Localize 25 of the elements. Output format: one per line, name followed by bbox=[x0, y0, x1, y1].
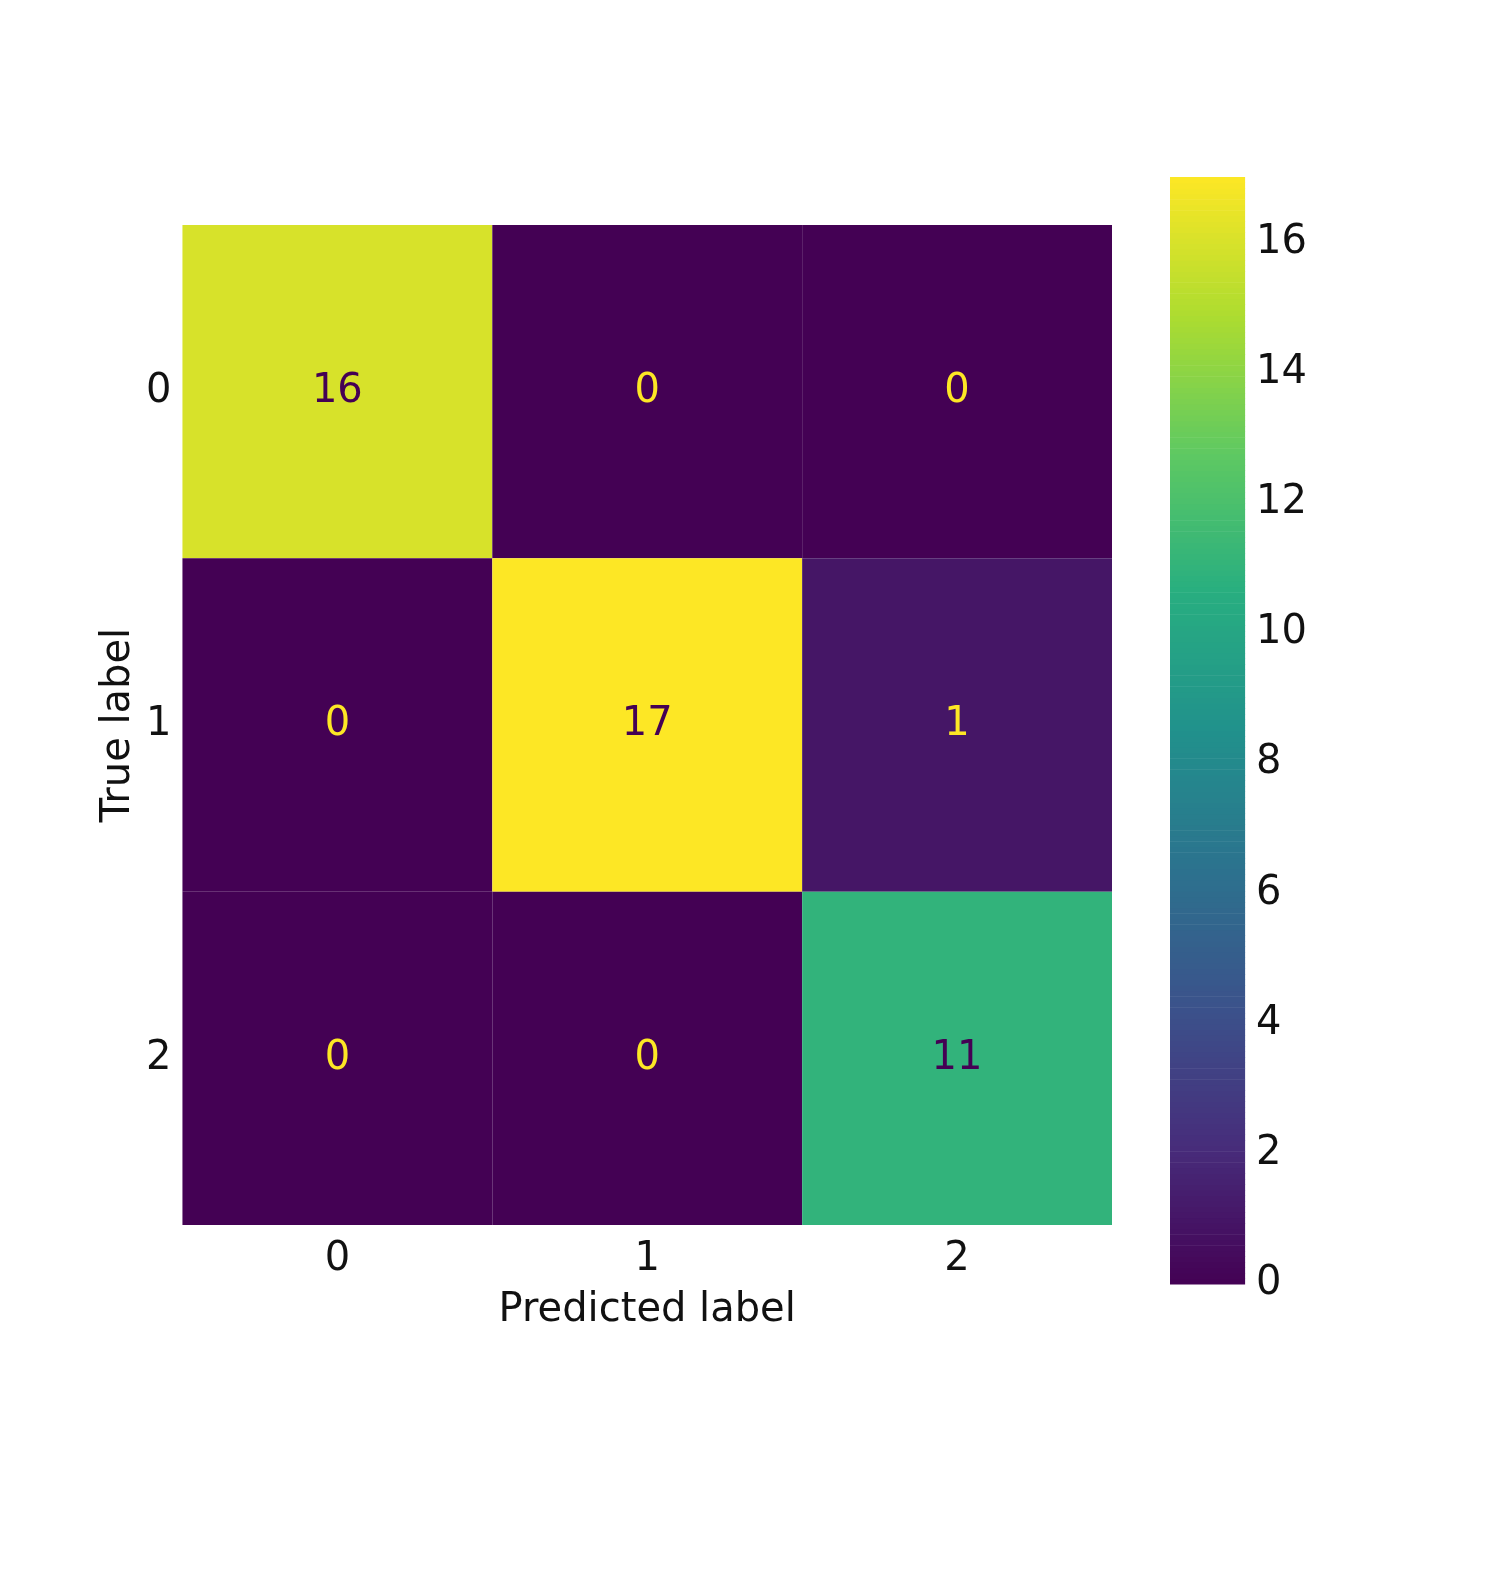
data-label: 1 bbox=[944, 698, 970, 745]
x-tick-label: 2 bbox=[944, 1233, 970, 1280]
y-tick-label: 1 bbox=[146, 698, 172, 745]
data-label: 16 bbox=[311, 365, 363, 412]
y-tick-label: 2 bbox=[146, 1031, 172, 1078]
y-tick-label: 0 bbox=[146, 365, 172, 412]
color-bar-label: 2 bbox=[1256, 1127, 1282, 1174]
data-label: 17 bbox=[621, 698, 673, 745]
color-bar-label: 14 bbox=[1256, 345, 1308, 392]
color-bar-label: 4 bbox=[1256, 996, 1282, 1043]
color-bar-label: 6 bbox=[1256, 866, 1282, 913]
color-bar-label: 10 bbox=[1256, 606, 1308, 653]
data-label: 0 bbox=[634, 1031, 660, 1078]
color-bar-label: 8 bbox=[1256, 736, 1282, 783]
x-tick-label: 1 bbox=[634, 1233, 660, 1280]
x-axis-title: Predicted label bbox=[498, 1284, 796, 1331]
data-label: 0 bbox=[944, 365, 970, 412]
data-label: 0 bbox=[324, 698, 351, 745]
color-bar-label: 16 bbox=[1256, 215, 1308, 262]
y-axis-title: True label bbox=[92, 627, 139, 824]
data-label: 11 bbox=[931, 1031, 983, 1078]
data-label: 0 bbox=[634, 365, 660, 412]
data-label: 0 bbox=[324, 1031, 351, 1078]
x-tick-label: 0 bbox=[324, 1233, 351, 1280]
color-bar-label: 12 bbox=[1256, 475, 1308, 522]
